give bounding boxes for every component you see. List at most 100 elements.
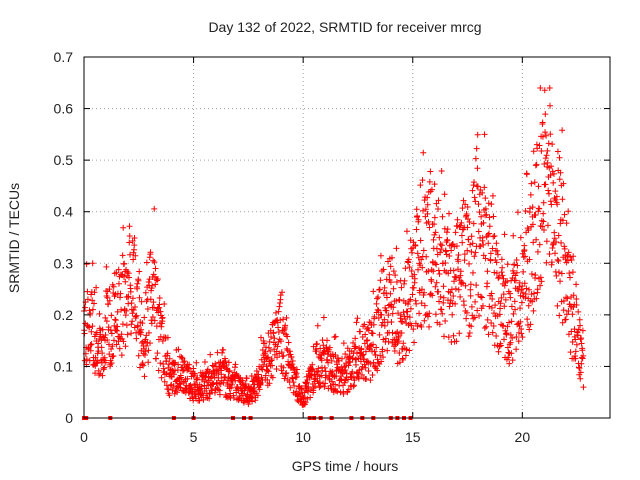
data-point <box>87 342 94 349</box>
data-point <box>265 354 272 361</box>
data-point <box>406 347 413 354</box>
data-point <box>542 155 549 162</box>
x-tick-label: 10 <box>295 429 311 445</box>
data-point <box>441 333 448 340</box>
data-point <box>139 360 146 367</box>
data-point <box>403 228 410 235</box>
axis-ticks: 0 0.1 0.2 0.3 0.4 0.5 0.6 0.7 0 5 10 15 20 <box>54 49 610 445</box>
data-point <box>272 309 279 316</box>
data-point <box>455 258 462 265</box>
data-point <box>124 268 131 275</box>
data-point <box>549 244 556 251</box>
data-point <box>320 314 327 321</box>
data-point <box>383 276 390 283</box>
data-point <box>485 331 492 338</box>
data-point <box>387 290 394 297</box>
data-point <box>421 289 428 296</box>
data-point <box>407 305 414 312</box>
data-point <box>108 345 115 352</box>
data-point <box>363 337 370 344</box>
data-point <box>411 275 418 282</box>
data-point <box>283 370 290 377</box>
data-point <box>483 211 490 218</box>
x-tick-label: 20 <box>515 429 531 445</box>
y-tick-label: 0.7 <box>54 49 74 65</box>
data-point <box>498 294 505 301</box>
data-point <box>154 276 161 283</box>
data-point <box>520 268 527 275</box>
data-point <box>389 310 396 317</box>
data-point <box>390 304 397 311</box>
data-point <box>139 320 146 327</box>
data-point <box>206 390 213 397</box>
data-point <box>365 368 372 375</box>
y-tick-label: 0.2 <box>54 307 74 323</box>
data-point <box>271 335 278 342</box>
data-point <box>453 338 460 345</box>
data-point <box>161 301 168 308</box>
data-point <box>259 366 266 373</box>
data-point <box>507 294 514 301</box>
data-point <box>496 343 503 350</box>
data-point <box>390 268 397 275</box>
data-point <box>332 333 339 340</box>
data-point <box>536 241 543 248</box>
data-point <box>373 344 380 351</box>
data-point <box>442 259 449 266</box>
data-point <box>265 344 272 351</box>
data-point <box>575 364 582 371</box>
data-point <box>578 340 585 347</box>
data-point <box>534 286 541 293</box>
data-point <box>517 318 524 325</box>
data-point <box>567 349 574 356</box>
data-point <box>129 318 136 325</box>
data-point <box>226 367 233 374</box>
data-point <box>547 131 554 138</box>
data-point <box>435 197 442 204</box>
data-point <box>464 224 471 231</box>
data-point <box>484 268 491 275</box>
data-point <box>459 280 466 287</box>
data-point <box>397 311 404 318</box>
data-point <box>401 277 408 284</box>
data-point <box>369 371 376 378</box>
data-point <box>354 315 361 322</box>
data-point <box>110 352 117 359</box>
data-point <box>257 334 264 341</box>
data-point <box>267 347 274 354</box>
data-point <box>232 361 239 368</box>
data-point <box>367 377 374 384</box>
data-point <box>147 296 154 303</box>
data-point <box>469 269 476 276</box>
data-point <box>225 359 232 366</box>
data-point <box>486 223 493 230</box>
data-point <box>86 324 93 331</box>
data-point <box>91 289 98 296</box>
data-point <box>510 232 517 239</box>
data-point <box>421 302 428 309</box>
data-point <box>304 395 311 402</box>
data-point <box>353 319 360 326</box>
data-point <box>523 171 530 178</box>
data-point <box>367 360 374 367</box>
data-point <box>358 371 365 378</box>
data-point <box>393 297 400 304</box>
data-point <box>474 307 481 314</box>
data-point <box>572 348 579 355</box>
data-point <box>573 281 580 288</box>
data-point <box>499 272 506 279</box>
data-point <box>221 355 228 362</box>
data-point <box>430 236 437 243</box>
data-point <box>124 294 131 301</box>
data-point <box>567 254 574 261</box>
data-point <box>207 351 214 358</box>
data-point <box>412 297 419 304</box>
data-point <box>487 257 494 264</box>
data-point <box>371 313 378 320</box>
data-point <box>220 346 227 353</box>
data-point <box>149 313 156 320</box>
data-point <box>357 328 364 335</box>
data-point <box>376 331 383 338</box>
data-point <box>518 299 525 306</box>
data-point <box>160 360 167 367</box>
